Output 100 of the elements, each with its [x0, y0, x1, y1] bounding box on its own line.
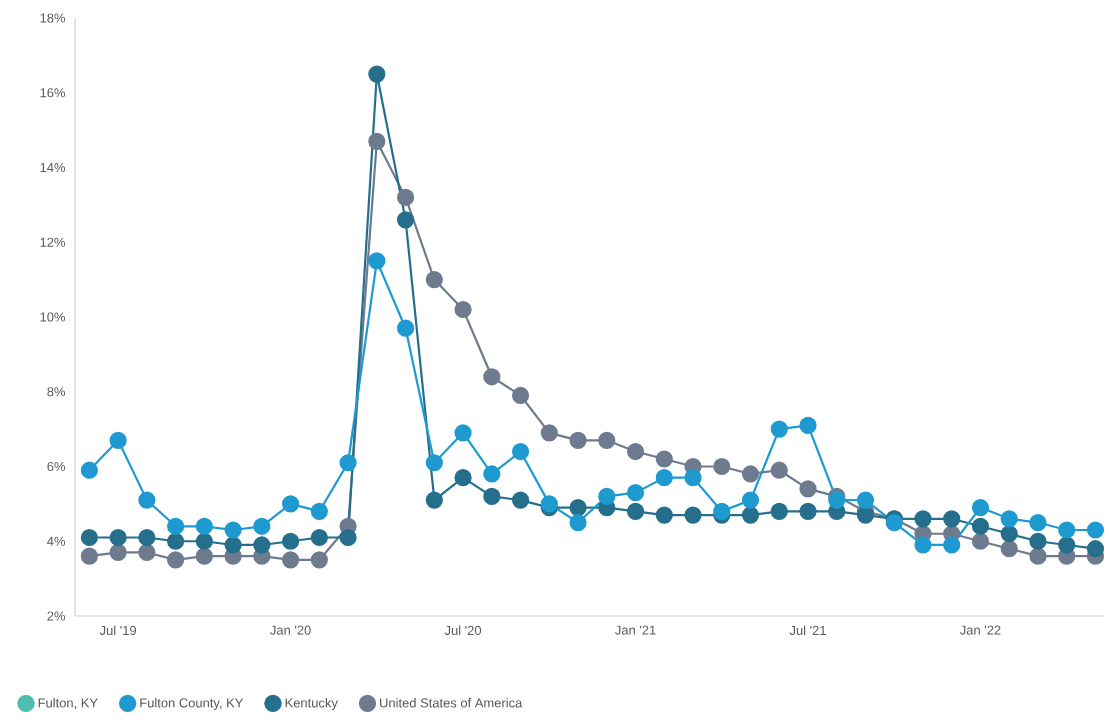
point — [396, 188, 415, 206]
point — [799, 502, 817, 520]
point — [80, 461, 98, 479]
point — [770, 502, 788, 520]
point — [655, 506, 673, 524]
y-tick-label: 8% — [47, 387, 66, 397]
point — [684, 469, 702, 487]
point — [1029, 513, 1047, 532]
point — [1029, 547, 1047, 565]
point — [655, 450, 673, 468]
point — [598, 487, 616, 505]
point — [138, 543, 156, 562]
point — [971, 517, 990, 535]
point — [310, 528, 328, 547]
point — [454, 424, 472, 442]
point — [253, 536, 271, 554]
point — [167, 551, 185, 569]
point — [569, 431, 587, 449]
point — [1086, 540, 1105, 558]
point — [425, 491, 443, 509]
point — [943, 536, 961, 554]
point — [454, 469, 472, 487]
point — [770, 461, 788, 479]
legend-label: Kentucky — [285, 697, 338, 711]
point — [856, 491, 875, 509]
y-tick-label: 6% — [47, 461, 66, 472]
point — [713, 502, 731, 520]
point — [138, 528, 156, 547]
point — [1000, 510, 1018, 528]
point — [195, 547, 213, 565]
point — [310, 502, 328, 520]
y-tick-label: 12% — [40, 237, 66, 247]
point — [799, 480, 817, 498]
point — [167, 532, 185, 550]
point — [483, 487, 501, 505]
legend-label: Fulton, KY — [38, 697, 98, 710]
point — [655, 469, 673, 487]
point — [770, 420, 788, 438]
point — [167, 517, 185, 535]
point — [885, 513, 903, 532]
x-tick-label: Jan '22 — [960, 625, 1001, 635]
legend-label: Fulton County, KY — [140, 697, 244, 711]
point — [1000, 525, 1018, 543]
point — [224, 521, 242, 539]
legend-label: United States of America — [380, 697, 523, 708]
point — [741, 465, 760, 483]
point — [109, 543, 127, 562]
y-tick-label: 10% — [40, 312, 66, 322]
point — [195, 532, 213, 550]
point — [310, 551, 328, 569]
point — [396, 319, 415, 337]
point — [741, 491, 760, 509]
point — [195, 517, 213, 535]
point — [282, 532, 300, 550]
point — [626, 484, 645, 502]
point — [684, 506, 702, 524]
point — [224, 536, 242, 554]
point — [540, 495, 558, 513]
point — [483, 465, 501, 483]
y-tick-label: 14% — [40, 162, 66, 173]
point — [914, 536, 932, 554]
y-tick-label: 18% — [40, 13, 66, 23]
x-tick-label: Jan '21 — [615, 625, 656, 635]
point — [540, 424, 558, 442]
point — [971, 499, 990, 517]
point — [598, 431, 616, 449]
point — [339, 528, 357, 547]
point — [80, 528, 98, 547]
point — [425, 271, 443, 289]
point — [569, 499, 587, 517]
x-tick-label: Jan '20 — [270, 625, 311, 635]
point — [396, 211, 415, 229]
point — [339, 454, 357, 472]
point — [914, 510, 932, 528]
point — [80, 547, 98, 565]
point — [109, 528, 127, 547]
point — [368, 132, 386, 150]
x-tick-label: Jul '19 — [99, 625, 137, 636]
point — [368, 65, 386, 83]
point — [943, 510, 961, 528]
point — [569, 513, 587, 532]
point — [799, 416, 817, 434]
point — [483, 368, 501, 386]
y-tick-label: 16% — [40, 88, 66, 98]
y-tick-label: 2% — [47, 611, 66, 621]
point — [713, 457, 731, 476]
x-tick-label: Jul '20 — [444, 625, 482, 636]
point — [626, 502, 645, 520]
point — [856, 506, 875, 524]
point — [138, 491, 156, 509]
point — [282, 551, 300, 569]
point — [741, 506, 760, 524]
point — [511, 491, 530, 509]
point — [282, 495, 300, 513]
point — [511, 386, 530, 405]
point — [626, 442, 645, 461]
point — [511, 442, 530, 461]
point — [1000, 540, 1018, 558]
point — [425, 454, 443, 472]
point — [1029, 532, 1047, 550]
